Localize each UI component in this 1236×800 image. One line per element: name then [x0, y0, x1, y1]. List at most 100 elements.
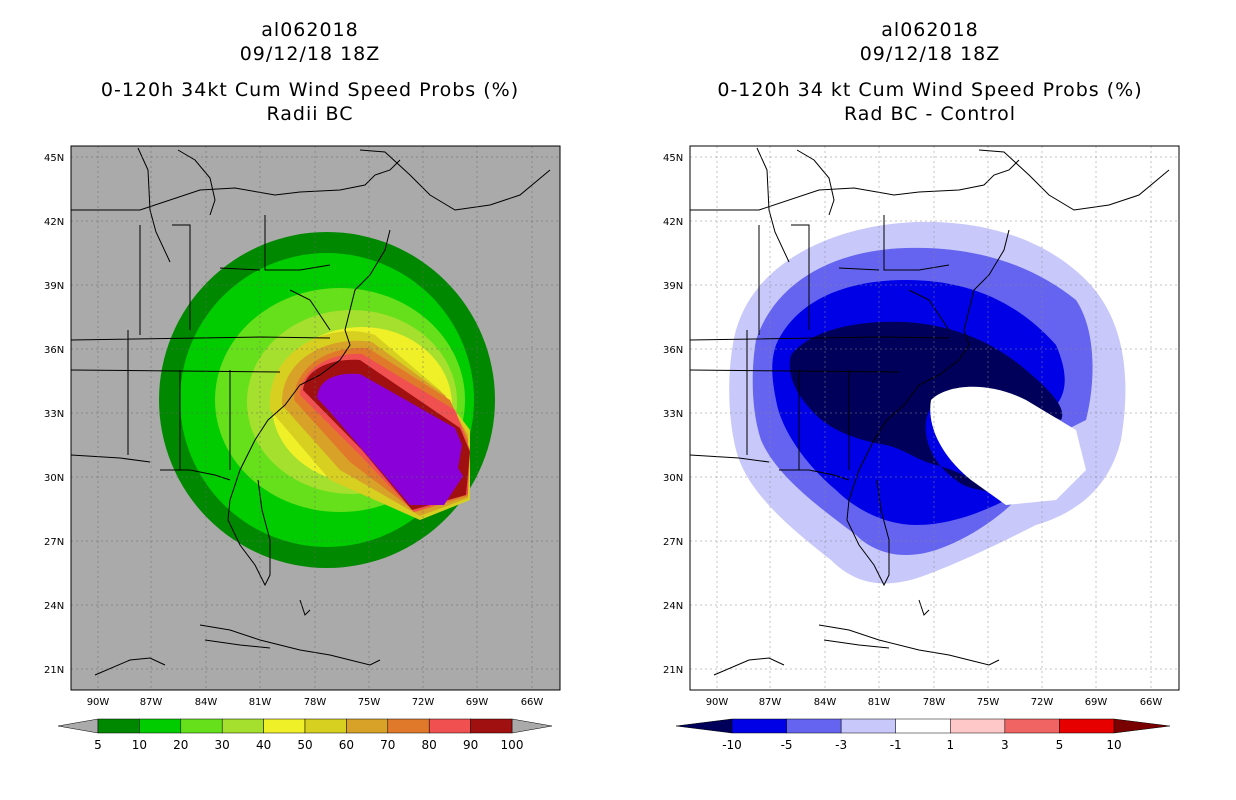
colorbar-label: 1	[946, 738, 954, 752]
lat-label: 45N	[663, 153, 683, 164]
difference-contours	[729, 221, 1126, 584]
colorbar-swatch	[221, 718, 264, 734]
lat-label: 36N	[44, 345, 64, 356]
colorbar-lower-triangle	[675, 718, 733, 734]
colorbar-label: 70	[380, 738, 395, 752]
colorbar-swatch	[304, 718, 347, 734]
coastlines-and-borders	[690, 147, 1170, 676]
lon-label: 81W	[249, 697, 272, 708]
lon-label: 69W	[466, 697, 489, 708]
colorbar-swatch	[731, 718, 787, 734]
storm-id: al062018	[261, 19, 359, 41]
colorbar-label: 20	[173, 738, 188, 752]
lat-label: 27N	[663, 537, 683, 548]
colorbar-swatch	[180, 718, 223, 734]
probability-contours	[159, 232, 495, 568]
lat-label: 42N	[44, 217, 64, 228]
panel-subtitle: Radii BC	[266, 103, 354, 125]
lon-label: 66W	[1140, 697, 1163, 708]
lat-label: 21N	[663, 665, 683, 676]
lon-label: 78W	[304, 697, 327, 708]
lon-labels: 90W 87W 84W 81W 78W 75W 72W 69W 66W	[87, 697, 544, 708]
colorbar-label: -10	[722, 738, 742, 752]
lon-label: 90W	[87, 697, 110, 708]
colorbar-label: -3	[835, 738, 847, 752]
colorbar-swatch	[1059, 718, 1115, 734]
contour-100	[317, 373, 463, 505]
colorbar-swatch	[346, 718, 389, 734]
lat-label: 30N	[44, 473, 64, 484]
colorbar-label: 40	[256, 738, 271, 752]
contour-white	[930, 386, 1086, 505]
colorbar-upper-triangle	[1113, 718, 1171, 734]
lat-label: 33N	[44, 409, 64, 420]
colorbar-label: 3	[1001, 738, 1009, 752]
lon-labels: 90W 87W 84W 81W 78W 75W 72W 69W 66W	[706, 697, 1163, 708]
lat-label: 45N	[44, 153, 64, 164]
lat-label: 39N	[44, 281, 64, 292]
colorbar-swatch	[786, 718, 842, 734]
colorbar-label: 90	[463, 738, 478, 752]
lat-label: 39N	[663, 281, 683, 292]
valid-time: 09/12/18 18Z	[859, 43, 1001, 65]
colorbar-swatch	[97, 718, 140, 734]
colorbar-swatch	[428, 718, 471, 734]
product-title: 0-120h 34 kt Cum Wind Speed Probs (%)	[717, 79, 1143, 101]
colorbar-lower-triangle	[57, 718, 99, 734]
lon-label: 72W	[1031, 697, 1054, 708]
lat-label: 30N	[663, 473, 683, 484]
colorbar-label: -5	[781, 738, 793, 752]
graticule	[71, 146, 560, 690]
lat-labels: 45N 42N 39N 36N 33N 30N 27N 24N 21N	[663, 153, 683, 676]
colorbar-swatch	[895, 718, 951, 734]
lat-label: 33N	[663, 409, 683, 420]
colorbar-swatch	[840, 718, 896, 734]
colorbar-label: 50	[297, 738, 312, 752]
lon-label: 78W	[923, 697, 946, 708]
colorbar-label: 5	[94, 738, 102, 752]
lon-label: 84W	[814, 697, 837, 708]
right-panel-title: al062018 09/12/18 18Z 0-120h 34 kt Cum W…	[680, 18, 1180, 126]
colorbar-swatch	[950, 718, 1006, 734]
valid-time: 09/12/18 18Z	[239, 43, 381, 65]
lon-label: 90W	[706, 697, 729, 708]
colorbar-label: 10	[132, 738, 147, 752]
lon-label: 81W	[868, 697, 891, 708]
lon-label: 66W	[521, 697, 544, 708]
colorbar-swatch	[139, 718, 182, 734]
lon-label: 87W	[140, 697, 163, 708]
lon-label: 75W	[358, 697, 381, 708]
left-panel-title: al062018 09/12/18 18Z 0-120h 34kt Cum Wi…	[60, 18, 560, 126]
map-frame	[70, 145, 561, 691]
lat-label: 36N	[663, 345, 683, 356]
storm-id: al062018	[881, 19, 979, 41]
colorbar-label: 80	[422, 738, 437, 752]
left-probability-map: 45N 42N 39N 36N 33N 30N 27N 24N 21N 90W …	[44, 145, 561, 752]
left-colorbar: 5 10 20 30 40 50 60 70 80 90 100	[57, 718, 553, 752]
product-title: 0-120h 34kt Cum Wind Speed Probs (%)	[100, 79, 520, 101]
lon-label: 69W	[1085, 697, 1108, 708]
colorbar-label: 5	[1056, 738, 1064, 752]
lon-label: 72W	[412, 697, 435, 708]
right-difference-map: 45N 42N 39N 36N 33N 30N 27N 24N 21N 90W …	[663, 145, 1180, 752]
lat-labels: 45N 42N 39N 36N 33N 30N 27N 24N 21N	[44, 153, 64, 676]
lat-label: 24N	[663, 601, 683, 612]
lat-label: 24N	[44, 601, 64, 612]
lon-label: 87W	[759, 697, 782, 708]
colorbar-upper-triangle	[511, 718, 553, 734]
lon-label: 84W	[195, 697, 218, 708]
colorbar-label: 10	[1106, 738, 1121, 752]
lat-label: 27N	[44, 537, 64, 548]
right-colorbar: -10 -5 -3 -1 1 3 5 10	[675, 718, 1171, 752]
graticule	[690, 146, 1179, 690]
colorbar-label: 30	[215, 738, 230, 752]
colorbar-swatch	[1004, 718, 1060, 734]
colorbar-label: -1	[890, 738, 902, 752]
colorbar-swatch	[387, 718, 430, 734]
map-frame	[689, 145, 1180, 691]
colorbar-label: 100	[501, 738, 524, 752]
contour-neg10	[789, 321, 1063, 495]
lat-label: 21N	[44, 665, 64, 676]
panel-subtitle: Rad BC - Control	[843, 103, 1017, 125]
lon-label: 75W	[977, 697, 1000, 708]
